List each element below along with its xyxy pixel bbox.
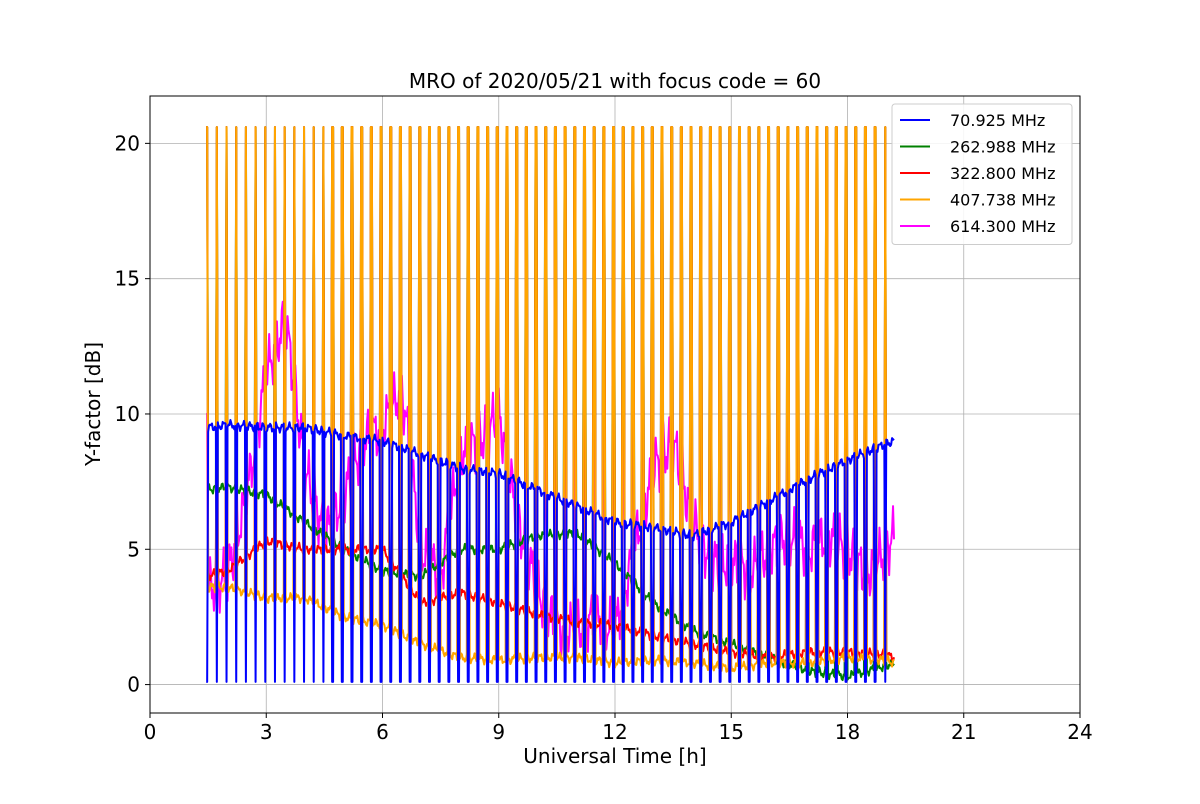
x-tick-label: 24 — [1067, 720, 1092, 744]
legend-label: 407.738 MHz — [950, 191, 1055, 210]
legend-item: 407.738 MHz — [900, 191, 1055, 210]
y-tick-label: 10 — [115, 402, 140, 426]
series-layer — [206, 126, 895, 683]
legend-box — [891, 103, 1073, 245]
legend: 70.925 MHz 262.988 MHz 322.800 MHz 407.738 … — [891, 103, 1073, 245]
series-0 — [206, 418, 895, 683]
series-line — [206, 418, 895, 683]
legend-label: 70.925 MHz — [950, 111, 1045, 130]
x-tick-label: 21 — [951, 720, 976, 744]
axis-ticks: 0 3 6 9 12 15 18 21 24 0 5 10 15 20 — [115, 131, 1093, 744]
x-tick-label: 0 — [144, 720, 157, 744]
x-tick-label: 15 — [719, 720, 744, 744]
y-tick-label: 5 — [127, 537, 140, 561]
legend-label: 262.988 MHz — [950, 138, 1055, 157]
legend-label: 322.800 MHz — [950, 164, 1055, 183]
legend-label: 614.300 MHz — [950, 217, 1055, 236]
legend-item: 262.988 MHz — [900, 138, 1055, 157]
y-tick-label: 15 — [115, 267, 140, 291]
x-tick-label: 6 — [376, 720, 389, 744]
series-3 — [206, 126, 895, 673]
legend-item: 614.300 MHz — [900, 217, 1055, 236]
y-tick-label: 0 — [127, 673, 140, 697]
series-line — [206, 126, 895, 673]
x-tick-label: 18 — [835, 720, 860, 744]
chart-title: MRO of 2020/05/21 with focus code = 60 — [409, 69, 821, 93]
x-tick-label: 12 — [602, 720, 627, 744]
x-tick-label: 9 — [492, 720, 505, 744]
y-tick-label: 20 — [115, 131, 140, 155]
y-axis-label: Y-factor [dB] — [81, 342, 105, 467]
legend-item: 322.800 MHz — [900, 164, 1055, 183]
x-tick-label: 3 — [260, 720, 273, 744]
x-axis-label: Universal Time [h] — [523, 744, 706, 768]
legend-item: 70.925 MHz — [900, 111, 1045, 130]
